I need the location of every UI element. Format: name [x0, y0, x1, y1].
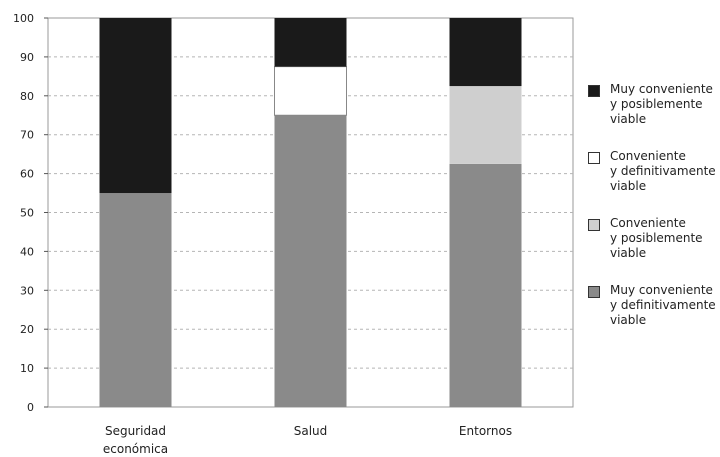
y-tick-label: 60 [20, 168, 34, 181]
bar-segment-1-2 [274, 66, 347, 116]
x-category-label: Salud [294, 424, 328, 438]
legend-label: Muy conveniente y definitivamente viable [610, 283, 716, 327]
y-tick-label: 40 [20, 245, 34, 258]
y-tick-label: 100 [13, 12, 34, 25]
bar-segment-0-0 [99, 193, 172, 407]
bar-segment-2-1 [449, 86, 522, 164]
legend-label: Conveniente y definitivamente viable [610, 149, 716, 193]
bar-segment-0-3 [99, 18, 172, 194]
bar-segment-2-3 [449, 18, 522, 87]
legend-label: Muy conveniente y posiblemente viable [610, 82, 713, 126]
y-tick-label: 70 [20, 129, 34, 142]
y-tick-label: 90 [20, 51, 34, 64]
legend-label: Conveniente y posiblemente viable [610, 216, 703, 260]
y-tick-label: 30 [20, 284, 34, 297]
legend-item: Conveniente y definitivamente viable [586, 149, 720, 194]
y-tick-label: 20 [20, 323, 34, 336]
legend: Muy conveniente y posiblemente viable Con… [586, 82, 720, 350]
legend-item: Muy conveniente y definitivamente viable [586, 283, 720, 328]
legend-item: Muy conveniente y posiblemente viable [586, 82, 720, 127]
legend-item: Conveniente y posiblemente viable [586, 216, 720, 261]
bar-segment-1-3 [274, 18, 347, 67]
x-category-label: Seguridad económica [103, 424, 168, 456]
legend-swatch [588, 219, 600, 231]
x-category-label: Entornos [459, 424, 512, 438]
y-tick-label: 80 [20, 90, 34, 103]
legend-swatch [588, 85, 600, 97]
legend-swatch [588, 286, 600, 298]
legend-swatch [588, 152, 600, 164]
bar-segment-1-0 [274, 115, 347, 407]
y-tick-label: 10 [20, 362, 34, 375]
y-tick-label: 0 [27, 401, 34, 414]
bar-segment-2-0 [449, 163, 522, 407]
y-tick-label: 50 [20, 207, 34, 220]
